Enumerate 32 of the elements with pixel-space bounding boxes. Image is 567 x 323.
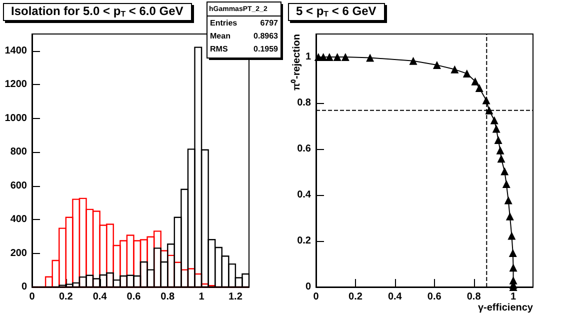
y-tick-label: 200 (10, 248, 28, 259)
text: RMS 0.1959 (210, 44, 278, 54)
x-tick-label: 1 (198, 292, 205, 302)
x-tick-label: 0.8 (160, 292, 176, 302)
x-tick-label: 0.4 (92, 292, 108, 302)
y-tick-label: 800 (10, 146, 28, 158)
y-tick-label: 600 (10, 180, 28, 192)
y-tick-label: 1400 (4, 45, 28, 56)
y-tick-label: 0.4 (297, 190, 312, 200)
text: Entries 6797 (210, 18, 278, 28)
x-tick-label: 0.6 (427, 292, 442, 302)
x-tick-label: 0.2 (58, 292, 74, 302)
text: Mean 0.8963 (210, 32, 278, 40)
y-tick-label: 0 (21, 282, 28, 292)
x-tick-label: 0.8 (466, 292, 482, 302)
x-tick-label: 0.2 (348, 292, 363, 302)
x-tick-label: 1 (510, 292, 516, 302)
y-tick-label: 400 (10, 214, 28, 226)
x-tick-label: 0.6 (126, 292, 142, 302)
x-tick-label: 0 (29, 292, 36, 302)
y-tick-label: 1 (305, 52, 312, 62)
y-tick-label: 0 (305, 282, 312, 292)
y-tick-label: 0.6 (297, 144, 312, 154)
x-tick-label: 1.2 (228, 292, 243, 302)
y-axis-title: π⁰-rejection (290, 34, 302, 91)
y-tick-label: 0.2 (297, 236, 312, 246)
y-tick-label: 1200 (4, 79, 28, 90)
x-tick-label: 0.4 (388, 292, 402, 302)
y-tick-label: 0.8 (297, 98, 312, 108)
y-tick-label: 1000 (4, 112, 28, 124)
x-axis-title: γ-efficiency (478, 302, 534, 314)
x-tick-label: 0 (313, 292, 320, 302)
